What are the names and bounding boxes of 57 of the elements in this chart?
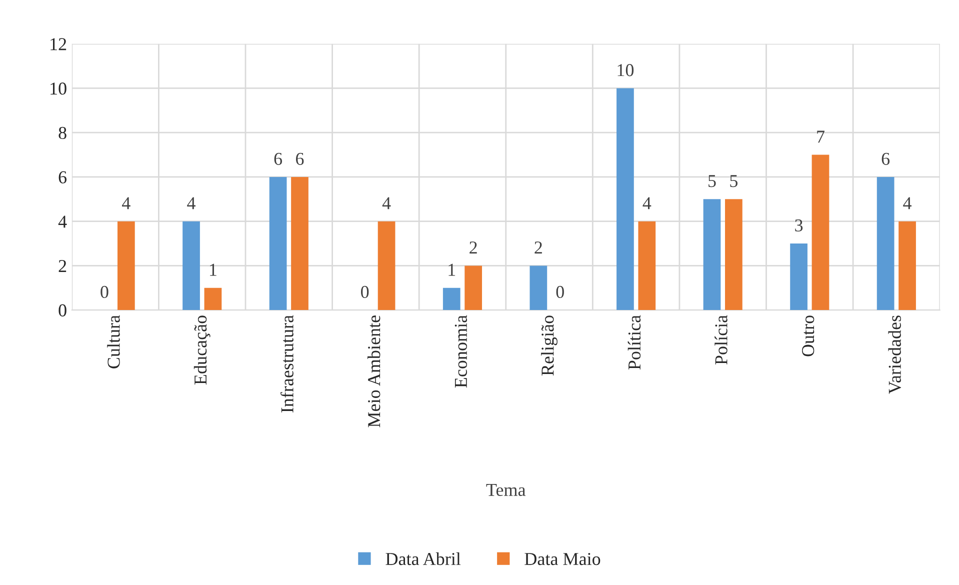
- data-label: 1: [448, 264, 456, 276]
- bar: [898, 221, 916, 310]
- y-tick-label: 4: [58, 216, 67, 228]
- bar: [378, 221, 396, 310]
- data-label: 6: [296, 152, 304, 165]
- data-label: 6: [274, 152, 282, 165]
- data-label: 0: [100, 286, 108, 298]
- y-tick-label: 12: [50, 38, 66, 50]
- x-tick-label: Política: [628, 315, 641, 370]
- bar: [638, 221, 656, 310]
- x-axis-title: Tema: [486, 484, 526, 496]
- data-label: 2: [470, 242, 477, 254]
- x-tick-label: Outro: [802, 316, 814, 356]
- x-tick-label: Religião: [541, 316, 558, 376]
- bar: [530, 266, 548, 310]
- data-label: 4: [187, 197, 196, 210]
- bar: [464, 266, 482, 310]
- x-tick-label: Polícia: [714, 315, 728, 365]
- bar: [812, 154, 830, 310]
- y-tick-label: 0: [58, 304, 66, 316]
- data-label: 0: [361, 286, 369, 298]
- data-label: 4: [642, 197, 652, 210]
- legend-label: Data Abril: [386, 552, 461, 566]
- x-tick-label: Educação: [194, 316, 210, 385]
- bar: [876, 176, 894, 310]
- bar: [790, 244, 808, 310]
- x-tick-label: Variedades: [888, 316, 902, 394]
- x-tick-label: Meio Ambiente: [368, 316, 380, 428]
- y-tick-label: 6: [58, 171, 67, 184]
- x-tick-label: Infraestrutura: [280, 315, 294, 413]
- bar: [725, 199, 742, 310]
- y-tick-label: 10: [50, 82, 66, 95]
- bar: [117, 221, 135, 310]
- data-label: 5: [708, 175, 716, 188]
- bar: [269, 176, 287, 310]
- data-label: 2: [534, 242, 542, 254]
- x-tick-label: Economia: [454, 315, 467, 388]
- data-label: 4: [382, 197, 391, 210]
- data-label: 6: [882, 152, 890, 165]
- x-tick-label: Cultura: [107, 315, 120, 368]
- bar: [182, 221, 200, 310]
- legend-label: Data Maio: [524, 552, 600, 566]
- data-label: 10: [618, 64, 634, 76]
- data-label: 3: [795, 219, 803, 232]
- y-tick-label: 2: [58, 260, 66, 272]
- bar: [442, 288, 460, 310]
- y-tick-label: 8: [58, 126, 66, 140]
- bar: [616, 88, 634, 310]
- data-label: 7: [817, 130, 824, 143]
- data-label: 4: [122, 197, 130, 210]
- bar: [703, 199, 721, 310]
- bar: [291, 176, 308, 310]
- data-label: 1: [210, 264, 216, 276]
- data-label: 0: [556, 286, 564, 298]
- data-label: 5: [730, 175, 738, 188]
- data-label: 4: [903, 197, 912, 210]
- bar: [204, 288, 222, 310]
